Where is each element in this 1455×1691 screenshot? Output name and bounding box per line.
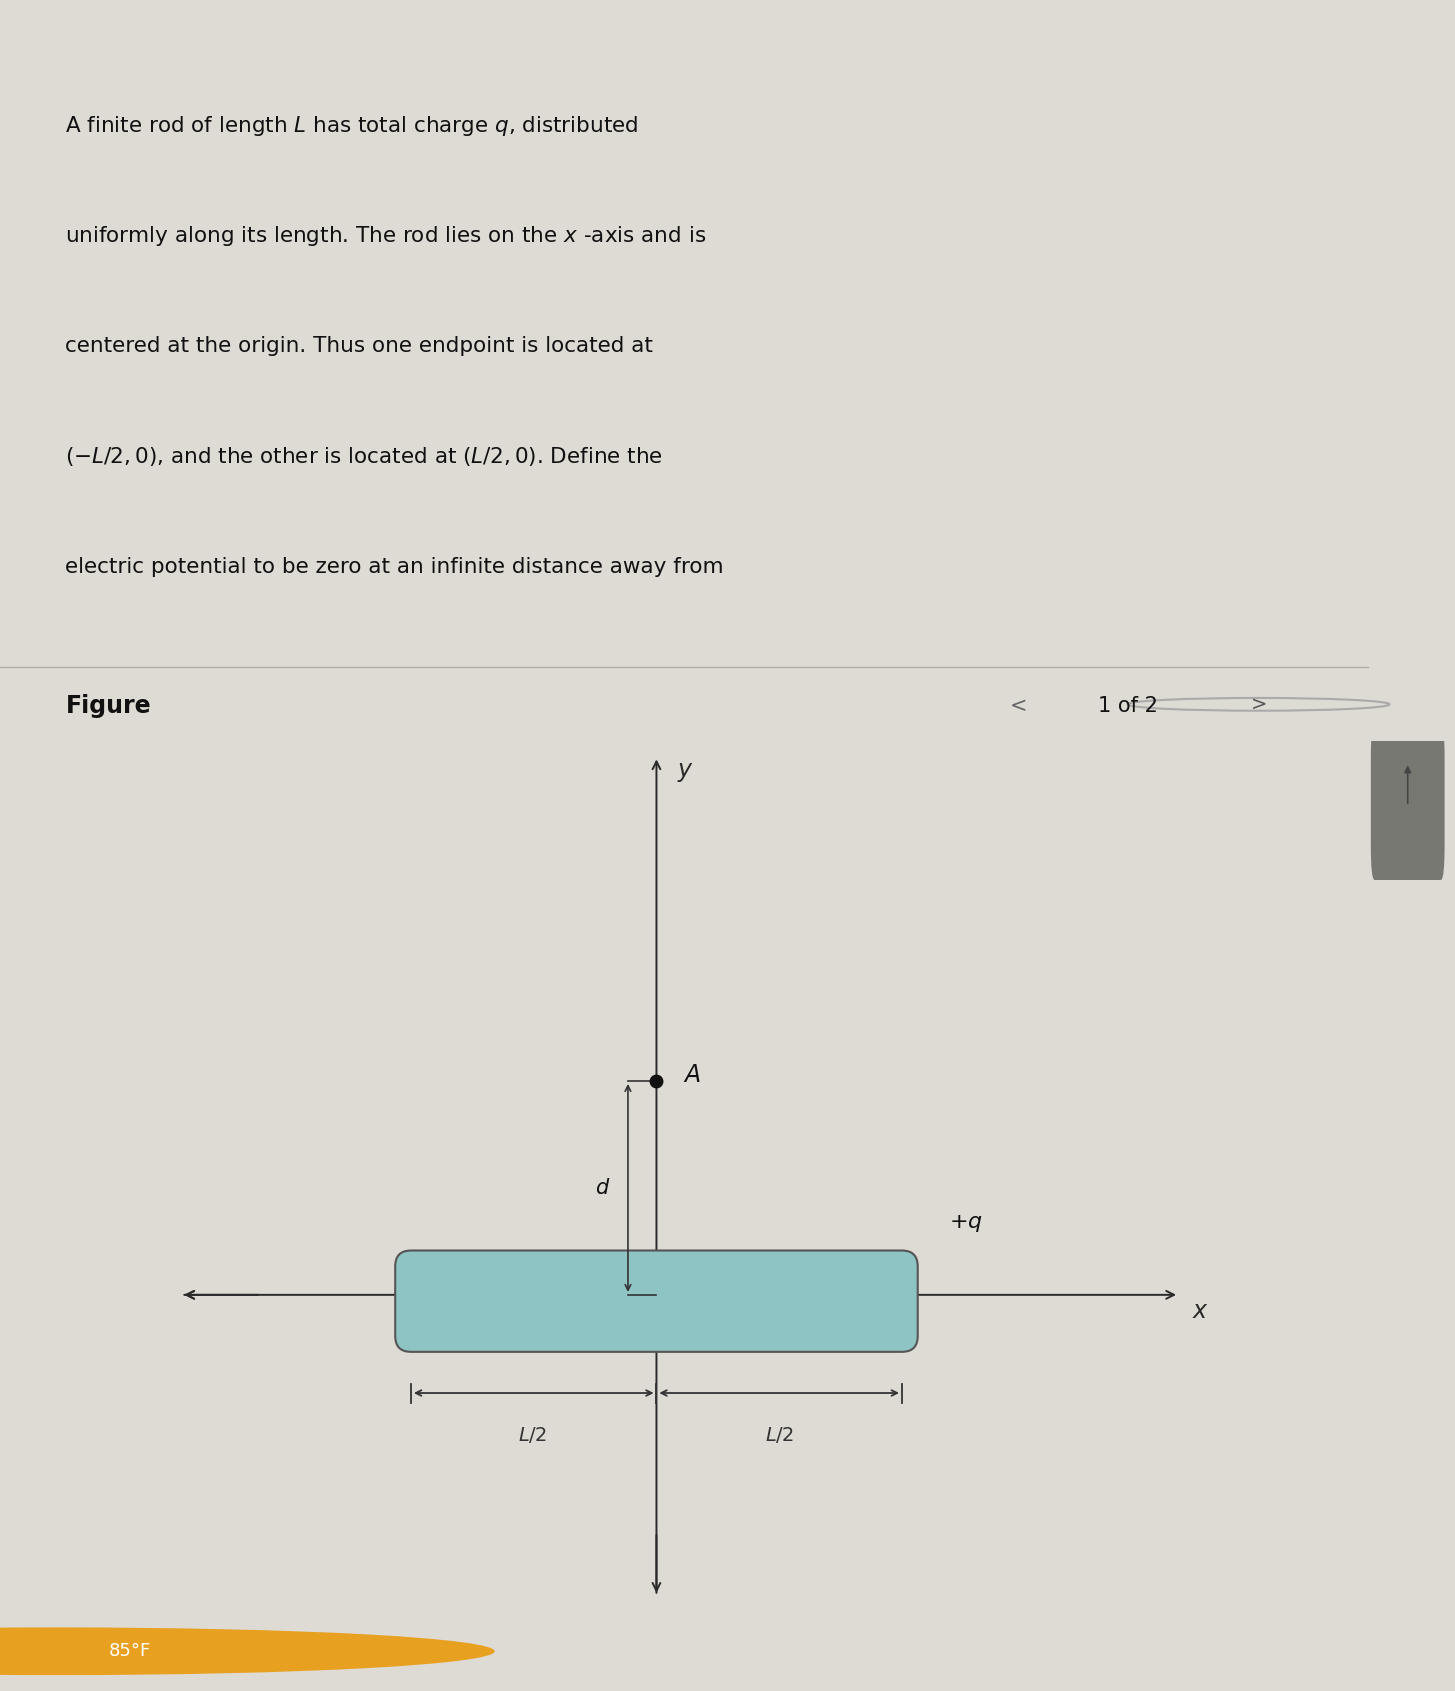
Text: $L/2$: $L/2$ [765, 1426, 794, 1444]
Text: >: > [1250, 695, 1267, 714]
Text: electric potential to be zero at an infinite distance away from: electric potential to be zero at an infi… [65, 556, 725, 577]
Text: uniformly along its length. The rod lies on the $x$ -axis and is: uniformly along its length. The rod lies… [65, 225, 707, 249]
Text: $A$: $A$ [684, 1062, 701, 1087]
Text: <: < [1010, 695, 1027, 715]
Text: $L/2$: $L/2$ [518, 1426, 547, 1444]
Text: A finite rod of length $\mathit{L}$ has total charge $q$, distributed: A finite rod of length $\mathit{L}$ has … [65, 113, 639, 139]
Circle shape [0, 1627, 495, 1676]
FancyBboxPatch shape [1371, 724, 1445, 879]
Text: centered at the origin. Thus one endpoint is located at: centered at the origin. Thus one endpoin… [65, 337, 653, 357]
Text: 85°F: 85°F [109, 1642, 151, 1661]
Text: $+q$: $+q$ [950, 1212, 984, 1234]
Text: $x$: $x$ [1192, 1299, 1209, 1322]
Text: Figure: Figure [65, 693, 151, 717]
Text: $y$: $y$ [677, 759, 694, 783]
Text: 1 of 2: 1 of 2 [1097, 695, 1158, 715]
Text: $(-\mathit{L}/2, 0)$, and the other is located at $(\mathit{L}/2, 0)$. Define th: $(-\mathit{L}/2, 0)$, and the other is l… [65, 445, 663, 468]
FancyBboxPatch shape [396, 1251, 918, 1351]
Text: $d$: $d$ [595, 1179, 610, 1197]
